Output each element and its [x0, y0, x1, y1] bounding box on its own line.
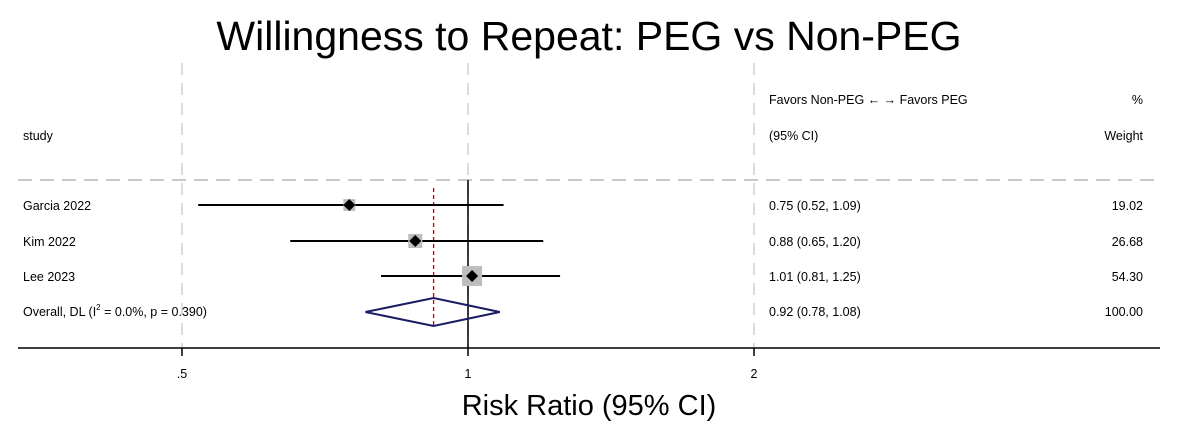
header-study: study	[23, 129, 54, 143]
header-ci: (95% CI)	[769, 129, 818, 143]
header-favors: Favors Non-PEG ← → Favors PEG	[769, 93, 968, 107]
study-name-0: Garcia 2022	[23, 199, 91, 213]
study-ci-text-0: 0.75 (0.52, 1.09)	[769, 199, 861, 213]
x-axis-ticks: .5 1 2	[177, 348, 758, 381]
x-axis-label: Risk Ratio (95% CI)	[462, 390, 717, 422]
study-ci-text-1: 0.88 (0.65, 1.20)	[769, 235, 861, 249]
point-estimate-2	[466, 270, 479, 282]
overall-ci-text: 0.92 (0.78, 1.08)	[769, 305, 861, 319]
x-tick-label-2: 2	[751, 367, 758, 381]
overall-diamond	[365, 296, 500, 328]
header-weight-pct: %	[1132, 93, 1143, 107]
header-weight: Weight	[1104, 129, 1143, 143]
study-weight-text-1: 26.68	[1112, 235, 1143, 249]
plot-marks: Garcia 2022 0.75 (0.52, 1.09) 19.02 Kim 202…	[23, 180, 1143, 348]
chart-title: Willingness to Repeat: PEG vs Non-PEG	[216, 13, 961, 59]
study-name-1: Kim 2022	[23, 235, 76, 249]
x-tick-label-1: 1	[465, 367, 472, 381]
x-tick-label-0: .5	[177, 367, 187, 381]
overall-weight-text: 100.00	[1105, 305, 1143, 319]
study-weight-text-2: 54.30	[1112, 270, 1143, 284]
study-ci-text-2: 1.01 (0.81, 1.25)	[769, 270, 861, 284]
point-estimate-1	[409, 235, 422, 247]
overall-label: Overall, DL (I2 = 0.0%, p = 0.390)	[23, 303, 207, 319]
study-weight-text-0: 19.02	[1112, 199, 1143, 213]
point-estimate-0	[343, 199, 356, 211]
study-name-2: Lee 2023	[23, 270, 75, 284]
